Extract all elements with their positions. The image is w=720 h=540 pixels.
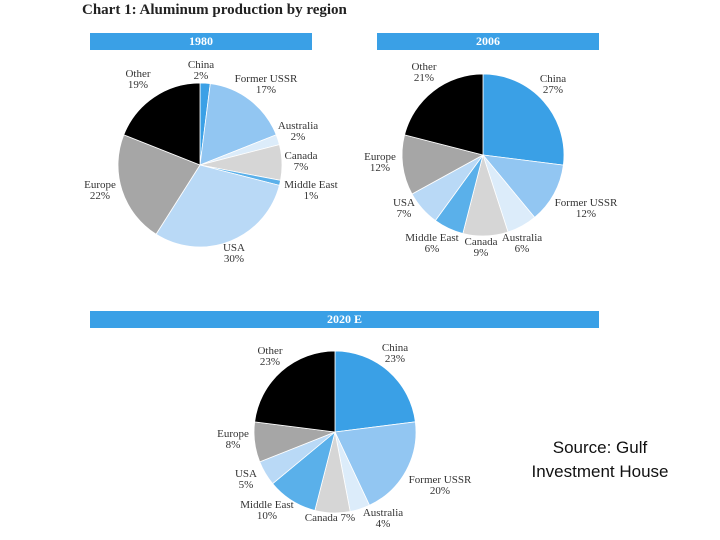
slice-name: Europe [84, 179, 116, 191]
slice-name: Europe [217, 428, 249, 440]
slice-value: 6% [515, 243, 530, 255]
slice-2006-europe [401, 134, 485, 195]
slice-value: 2% [194, 70, 209, 82]
slice-name: Europe [364, 151, 396, 163]
slice-label-1980-other: Other 19% [125, 68, 150, 91]
pie-title-2020: 2020 E [90, 311, 599, 328]
slice-label-2006-former-ussr: Former USSR 12% [555, 197, 618, 220]
slice-value: 20% [430, 485, 450, 497]
slice-value: 21% [414, 72, 434, 84]
slice-value: 23% [260, 356, 280, 368]
slice-name: USA [235, 468, 257, 480]
slice-label-2020-e-canada: Canada 7% [305, 512, 355, 524]
slice-value: 27% [543, 84, 563, 96]
slice-name: Middle East [405, 232, 458, 244]
source-note: Source: Gulf Investment House [510, 436, 690, 484]
slice-value: 19% [128, 79, 148, 91]
slice-value: 6% [425, 243, 440, 255]
pie-2006 [401, 73, 565, 237]
slice-label-2006-china: China 27% [540, 73, 566, 96]
slice-value: 9% [474, 247, 489, 259]
slice-value: 30% [224, 253, 244, 265]
slice-name: China [382, 342, 408, 354]
slice-name: Australia [502, 232, 542, 244]
slice-name: Former USSR [409, 474, 472, 486]
slice-label-2020-e-former-ussr: Former USSR 20% [409, 474, 472, 497]
slice-label-2020-e-china: China 23% [382, 342, 408, 365]
slice-label-2020-e-australia: Australia 4% [363, 507, 403, 530]
source-line-2: Investment House [531, 462, 669, 481]
pie-1980 [117, 82, 283, 248]
slice-1980-other [123, 82, 201, 166]
slice-value: 1% [304, 190, 319, 202]
slice-label-2006-australia: Australia 6% [502, 232, 542, 255]
slice-label-1980-middle-east: Middle East 1% [284, 179, 337, 202]
slice-label-2020-e-other: Other 23% [257, 345, 282, 368]
slice-1980-usa [155, 164, 280, 248]
slice-value: 7% [397, 208, 412, 220]
slice-value: 17% [256, 84, 276, 96]
slice-name: Middle East [284, 179, 337, 191]
slice-label-1980-europe: Europe 22% [84, 179, 116, 202]
slice-label-1980-canada: Canada 7% [285, 150, 318, 173]
slice-name: USA [223, 242, 245, 254]
slice-value: 22% [90, 190, 110, 202]
slice-name: China [188, 59, 214, 71]
slice-name: China [540, 73, 566, 85]
slice-value: 4% [376, 518, 391, 530]
slice-label-2020-e-usa: USA 5% [235, 468, 257, 491]
slice-label-2006-canada: Canada 9% [465, 236, 498, 259]
slice-value: 8% [226, 439, 241, 451]
slice-2006-other [404, 73, 484, 156]
pie-title-1980: 1980 [90, 33, 312, 50]
slice-name: Middle East [240, 499, 293, 511]
slice-value: 10% [257, 510, 277, 522]
slice-2006-former-ussr [482, 154, 564, 218]
slice-value: 12% [576, 208, 596, 220]
slice-label-1980-former-ussr: Former USSR 17% [235, 73, 298, 96]
slice-name: Australia [278, 120, 318, 132]
slice-2020-e-china [334, 350, 416, 433]
pie-title-2006: 2006 [377, 33, 599, 50]
slice-1980-former-ussr [199, 83, 277, 166]
slice-label-2006-other: Other 21% [411, 61, 436, 84]
slice-name: Canada [465, 236, 498, 248]
slice-value: 2% [291, 131, 306, 143]
slice-name: Canada [285, 150, 318, 162]
slice-label-1980-china: China 2% [188, 59, 214, 82]
slice-2020-e-former-ussr [334, 421, 417, 506]
slice-value: 12% [370, 162, 390, 174]
source-line-1: Source: Gulf [552, 438, 648, 457]
slice-label-2020-e-middle-east: Middle East 10% [240, 499, 293, 522]
slice-name: Australia [363, 507, 403, 519]
slice-value: 7% [294, 161, 309, 173]
pie-2020-e [253, 350, 417, 514]
slice-2020-e-other [254, 350, 336, 433]
slice-1980-europe [117, 134, 201, 235]
slice-name: Other [125, 68, 150, 80]
chart-title: Chart 1: Aluminum production by region [82, 2, 347, 18]
slice-name: Former USSR [555, 197, 618, 209]
slice-label-2006-middle-east: Middle East 6% [405, 232, 458, 255]
slice-value: 5% [239, 479, 254, 491]
slice-value: 23% [385, 353, 405, 365]
slice-label-2006-europe: Europe 12% [364, 151, 396, 174]
slice-name: Other [411, 61, 436, 73]
slice-label-1980-australia: Australia 2% [278, 120, 318, 143]
slice-label-1980-usa: USA 30% [223, 242, 245, 265]
slice-label-2020-e-europe: Europe 8% [217, 428, 249, 451]
slice-name: USA [393, 197, 415, 209]
slice-value: Canada 7% [305, 512, 355, 524]
slice-name: Other [257, 345, 282, 357]
slice-2006-china [482, 73, 565, 166]
slice-name: Former USSR [235, 73, 298, 85]
slice-label-2006-usa: USA 7% [393, 197, 415, 220]
